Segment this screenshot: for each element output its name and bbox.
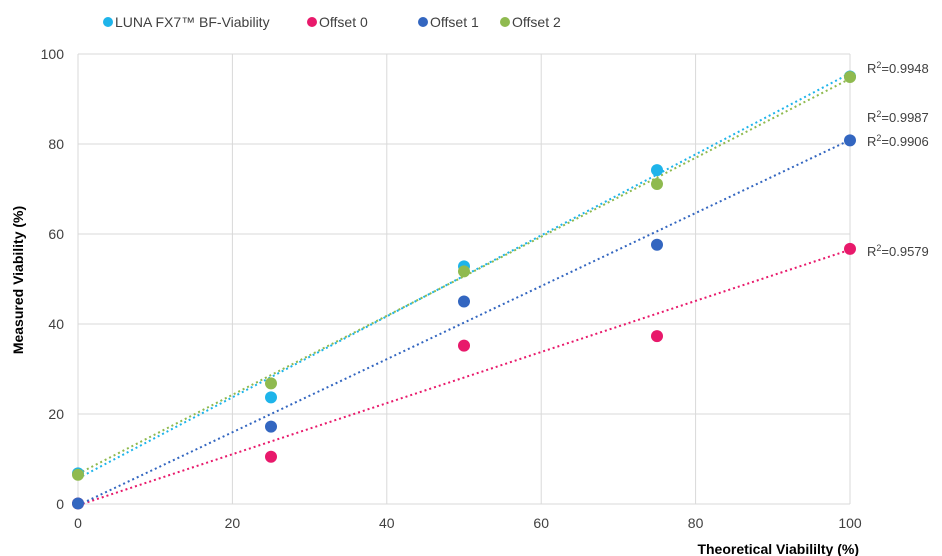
x-tick-label: 20 (225, 515, 241, 531)
legend-item-series-0: LUNA FX7™ BF-Viability (103, 14, 270, 30)
data-points (72, 70, 856, 510)
x-tick-label: 80 (688, 515, 704, 531)
data-point-series-3 (72, 468, 84, 481)
data-point-series-2 (458, 295, 470, 308)
x-axis-title: Theoretical Viabililty (%) (697, 541, 859, 556)
x-axis-ticks: 0 20 40 60 80 100 (74, 515, 862, 531)
legend-marker (307, 17, 317, 27)
legend-marker (500, 17, 510, 27)
r2-label-series-0: R2=0.9948 (867, 60, 929, 76)
legend-item-series-1: Offset 0 (307, 14, 368, 30)
grid (77, 53, 851, 505)
y-tick-label: 20 (48, 406, 64, 422)
x-tick-label: 60 (533, 515, 549, 531)
trendline-series-1 (77, 248, 851, 507)
legend-label: LUNA FX7™ BF-Viability (115, 14, 270, 30)
data-point-series-3 (844, 70, 856, 83)
trendline-series-2 (77, 139, 851, 507)
trendlines (77, 72, 851, 507)
legend: LUNA FX7™ BF-Viability Offset 0 Offset 1 Of… (103, 14, 561, 30)
data-point-series-2 (265, 420, 277, 433)
data-point-series-0 (651, 164, 663, 177)
r2-label-series-3: R2=0.9987 (867, 109, 929, 125)
y-tick-label: 0 (56, 496, 64, 512)
y-tick-label: 60 (48, 226, 64, 242)
y-tick-label: 100 (41, 46, 65, 62)
y-tick-label: 80 (48, 136, 64, 152)
data-point-series-3 (265, 377, 277, 390)
x-tick-label: 0 (74, 515, 82, 531)
y-tick-label: 40 (48, 316, 64, 332)
legend-marker (103, 17, 113, 27)
legend-label: Offset 2 (512, 14, 561, 30)
x-tick-label: 40 (379, 515, 395, 531)
x-tick-label: 100 (838, 515, 862, 531)
r2-labels: R2=0.9948 R2=0.9987 R2=0.9906 R2=0.9579 (867, 60, 929, 259)
data-point-series-0 (265, 391, 277, 404)
y-axis-ticks: 0 20 40 60 80 100 (41, 46, 65, 512)
r2-label-series-1: R2=0.9579 (867, 243, 929, 259)
legend-label: Offset 0 (319, 14, 368, 30)
data-point-series-3 (651, 178, 663, 191)
y-axis-title: Measured Viability (%) (10, 206, 26, 354)
legend-label: Offset 1 (430, 14, 479, 30)
data-point-series-2 (844, 134, 856, 147)
data-point-series-1 (844, 242, 856, 255)
data-point-series-1 (458, 339, 470, 352)
data-point-series-3 (458, 265, 470, 278)
data-point-series-1 (651, 330, 663, 343)
legend-item-series-2: Offset 1 (418, 14, 479, 30)
data-point-series-2 (72, 497, 84, 510)
r2-label-series-2: R2=0.9906 (867, 133, 929, 149)
data-point-series-1 (265, 450, 277, 463)
legend-marker (418, 17, 428, 27)
data-point-series-2 (651, 238, 663, 251)
legend-item-series-3: Offset 2 (500, 14, 561, 30)
